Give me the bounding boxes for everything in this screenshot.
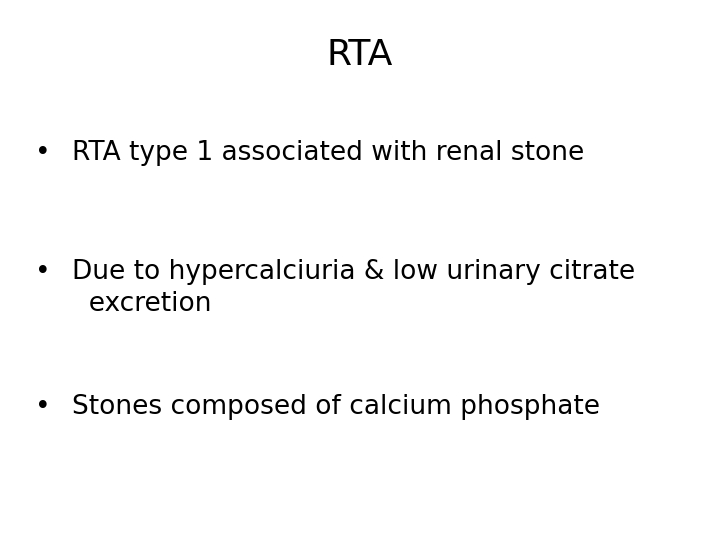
Text: •: •: [35, 259, 51, 285]
Text: RTA: RTA: [327, 38, 393, 72]
Text: Due to hypercalciuria & low urinary citrate
  excretion: Due to hypercalciuria & low urinary citr…: [72, 259, 635, 317]
Text: Stones composed of calcium phosphate: Stones composed of calcium phosphate: [72, 394, 600, 420]
Text: •: •: [35, 140, 51, 166]
Text: RTA type 1 associated with renal stone: RTA type 1 associated with renal stone: [72, 140, 584, 166]
Text: •: •: [35, 394, 51, 420]
